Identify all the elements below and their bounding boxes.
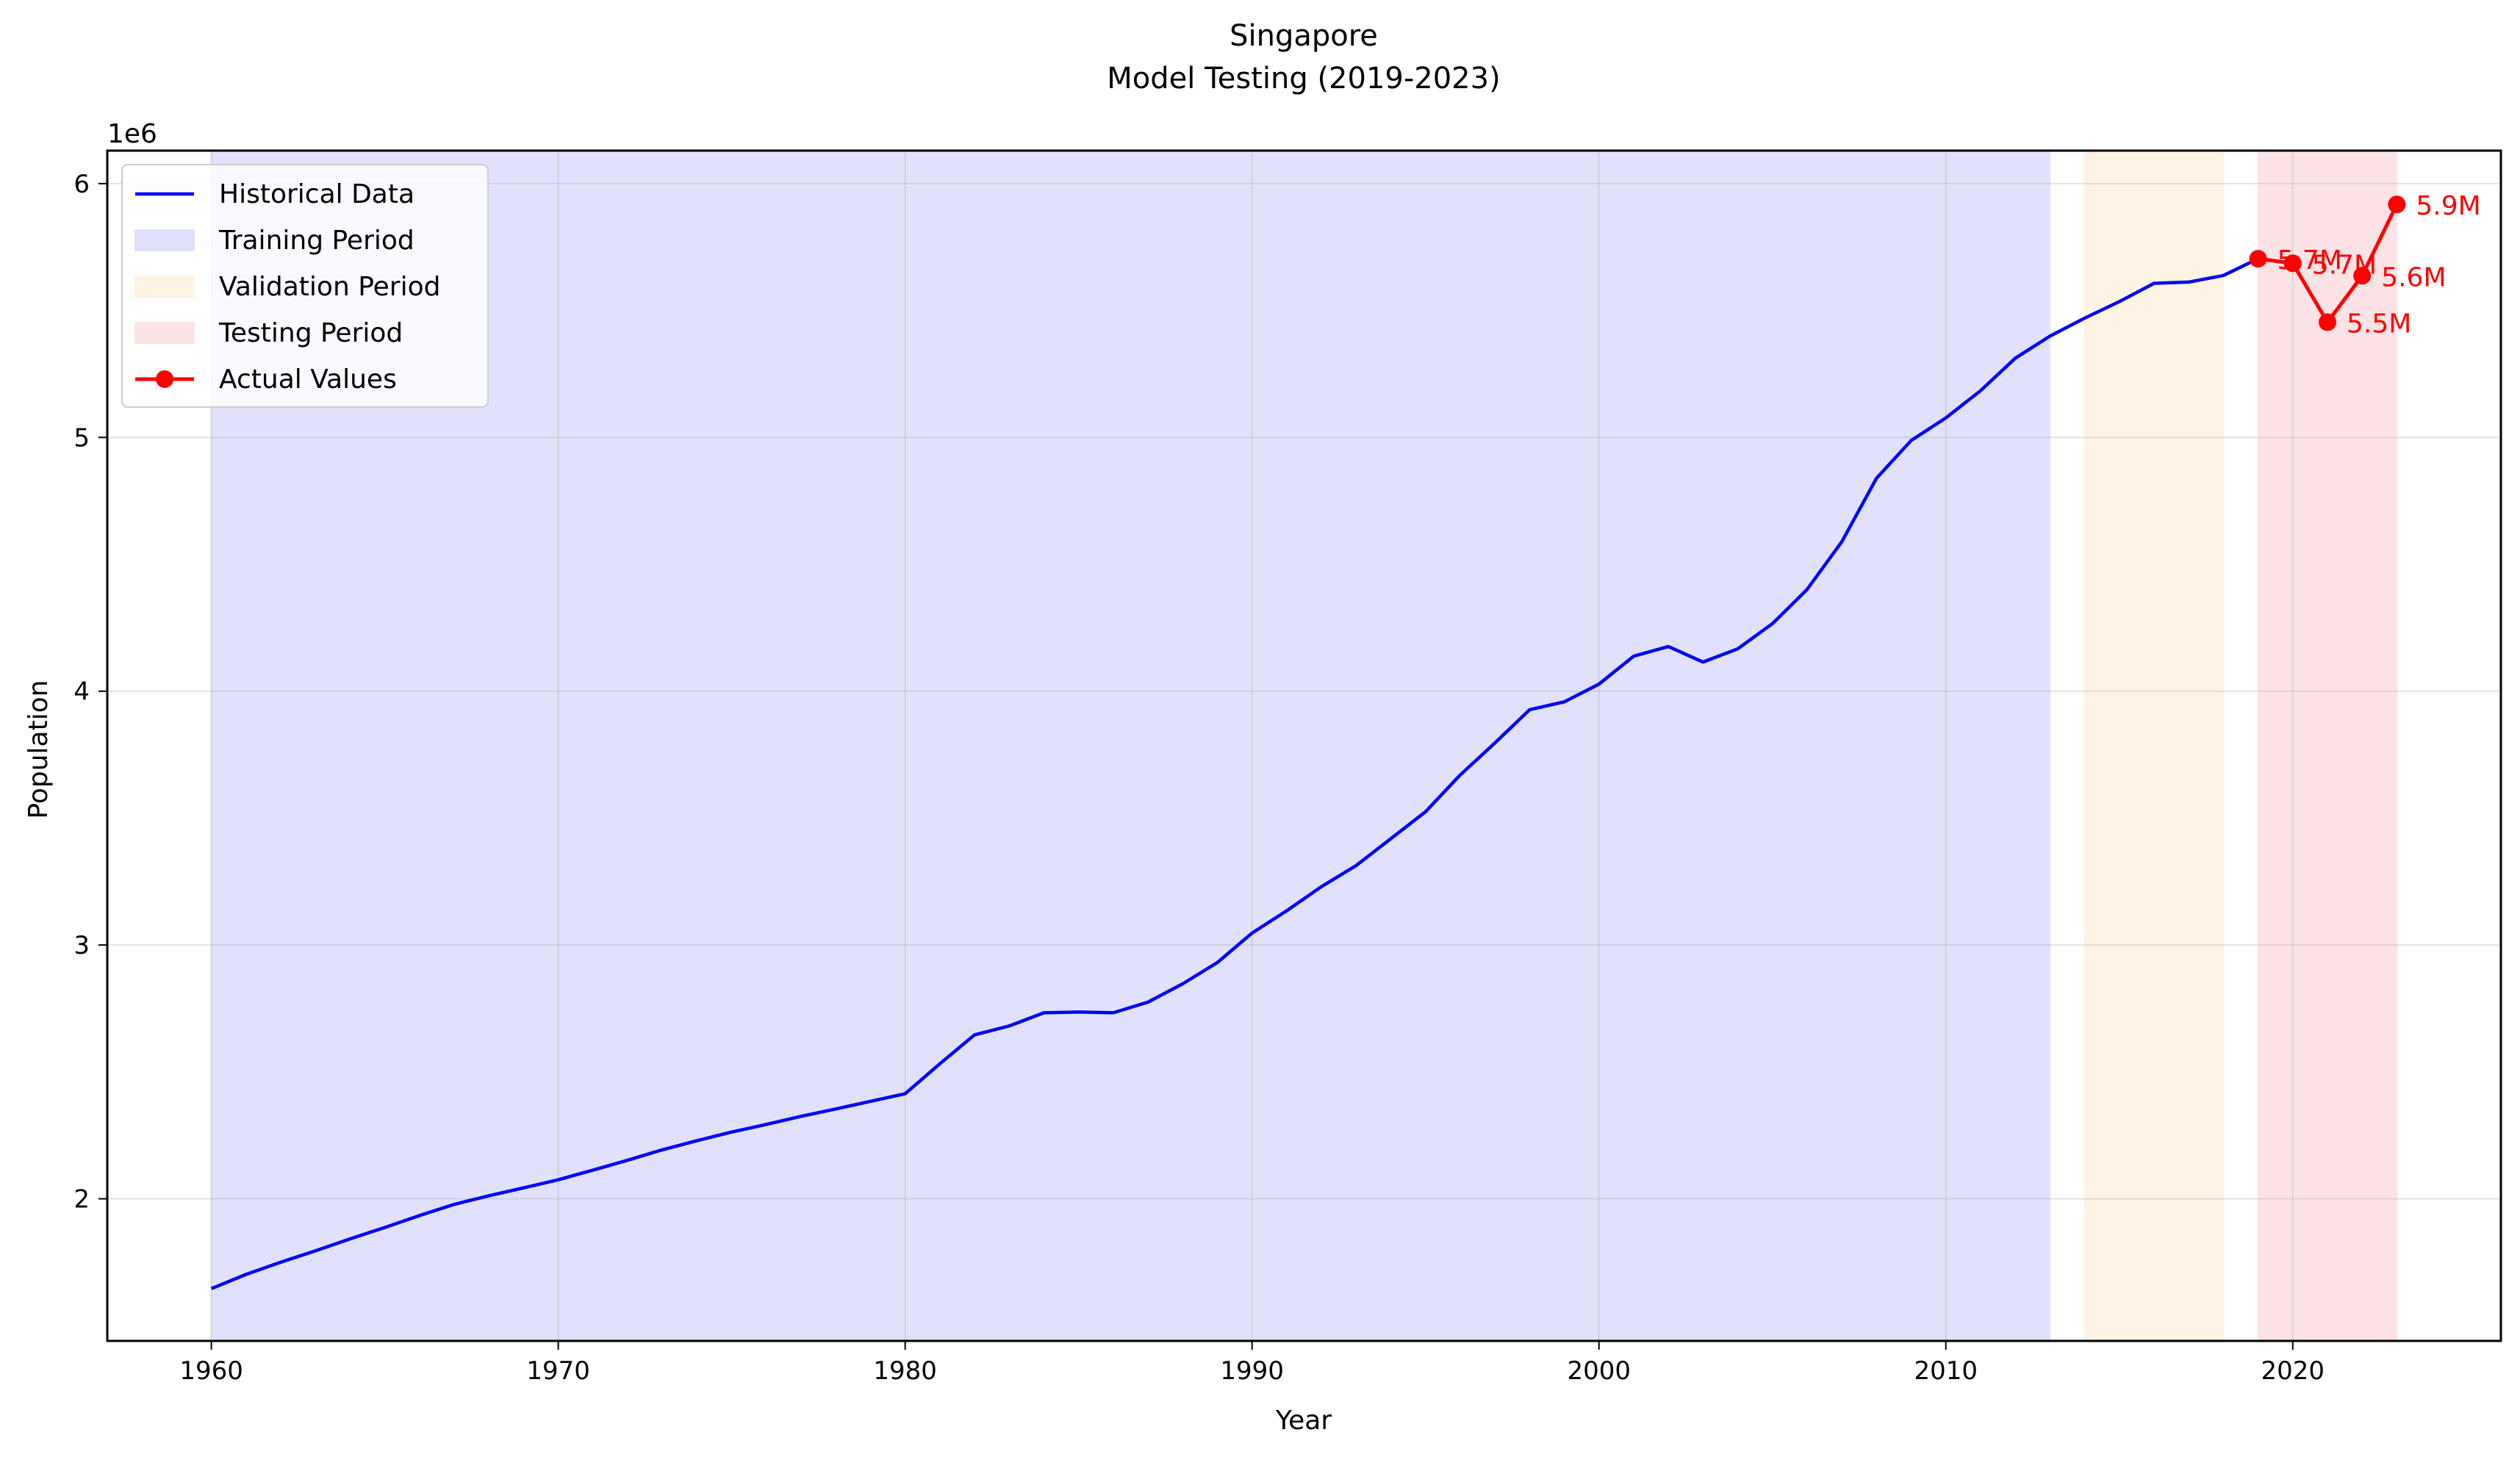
- x-tick-label: 1970: [526, 1356, 590, 1386]
- training-period-band: [211, 151, 2050, 1341]
- legend-label: Testing Period: [218, 318, 403, 348]
- legend-swatch: [134, 229, 195, 251]
- legend-label: Validation Period: [219, 272, 440, 302]
- actual-value-point: [2249, 250, 2267, 268]
- legend-marker: [156, 370, 173, 388]
- x-tick-label: 2000: [1567, 1356, 1631, 1386]
- y-tick-label: 4: [73, 677, 90, 707]
- actual-value-label: 5.5M: [2347, 309, 2411, 339]
- y-offset-label: 1e6: [107, 119, 157, 149]
- chart-subtitle: Model Testing (2019-2023): [1107, 62, 1500, 96]
- legend-box: [121, 164, 489, 408]
- testing-period-band: [2258, 151, 2397, 1341]
- legend-swatch: [134, 322, 195, 344]
- x-tick-label: 2020: [2261, 1356, 2325, 1386]
- x-tick-label: 1980: [873, 1356, 937, 1386]
- y-tick-label: 5: [73, 423, 90, 453]
- y-axis-label: Population: [24, 680, 54, 819]
- x-tick-label: 2010: [1914, 1356, 1978, 1386]
- x-axis-label: Year: [1275, 1406, 1332, 1436]
- actual-value-point: [2388, 195, 2406, 214]
- actual-value-point: [2283, 254, 2302, 273]
- y-tick-label: 3: [73, 931, 90, 960]
- plot-area-frame: [106, 149, 2502, 1342]
- y-tick-label: 2: [73, 1185, 90, 1215]
- y-tick-label: 6: [73, 170, 90, 199]
- validation-period-band: [2084, 151, 2224, 1341]
- x-tick-label: 1990: [1220, 1356, 1284, 1386]
- x-tick-label: 1960: [179, 1356, 243, 1386]
- legend-label: Historical Data: [219, 179, 414, 209]
- actual-value-point: [2353, 267, 2372, 285]
- actual-value-label: 5.7M: [2277, 245, 2342, 276]
- chart-title: Singapore: [1230, 19, 1378, 53]
- legend-swatch: [134, 276, 195, 298]
- legend-label: Actual Values: [219, 364, 397, 395]
- actual-value-label: 5.7M: [2312, 250, 2377, 280]
- historical-data-line: [210, 257, 2259, 1290]
- actual-value-point: [2318, 313, 2336, 331]
- actual-value-label: 5.6M: [2381, 262, 2446, 292]
- legend-label: Training Period: [218, 226, 414, 256]
- actual-value-label: 5.9M: [2416, 191, 2480, 221]
